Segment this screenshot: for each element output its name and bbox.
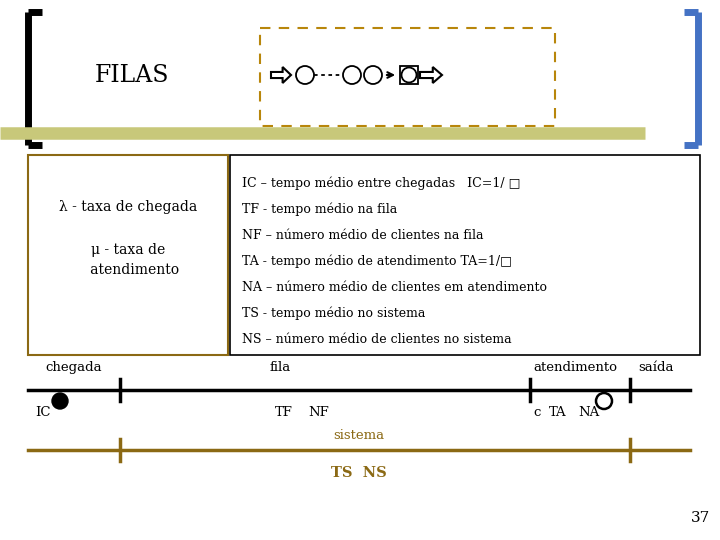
Circle shape: [52, 393, 68, 409]
Text: IC: IC: [35, 406, 50, 419]
Text: TF: TF: [275, 406, 293, 419]
Bar: [400, 66, 418, 84]
Text: c: c: [533, 406, 541, 419]
Polygon shape: [271, 67, 291, 83]
Text: NF: NF: [308, 406, 329, 419]
Text: TF - tempo médio na fila: TF - tempo médio na fila: [242, 203, 397, 217]
Text: 37: 37: [690, 511, 710, 525]
Circle shape: [596, 393, 612, 409]
Text: NF – número médio de clientes na fila: NF – número médio de clientes na fila: [242, 229, 484, 242]
Text: saída: saída: [638, 361, 673, 374]
Polygon shape: [420, 67, 442, 83]
Text: λ - taxa de chegada: λ - taxa de chegada: [59, 200, 197, 214]
Text: sistema: sistema: [333, 429, 384, 442]
Text: μ - taxa de
   atendimento: μ - taxa de atendimento: [77, 242, 179, 278]
Text: TA - tempo médio de atendimento TA=1/□: TA - tempo médio de atendimento TA=1/□: [242, 255, 512, 268]
Bar: [230, 155, 700, 355]
Text: TS  NS: TS NS: [331, 466, 387, 480]
Text: fila: fila: [270, 361, 292, 374]
Text: TS - tempo médio no sistema: TS - tempo médio no sistema: [242, 307, 426, 321]
Text: NA – número médio de clientes em atendimento: NA – número médio de clientes em atendim…: [242, 281, 547, 294]
Circle shape: [364, 66, 382, 84]
Text: atendimento: atendimento: [533, 361, 617, 374]
Text: IC – tempo médio entre chegadas   IC=1/ □: IC – tempo médio entre chegadas IC=1/ □: [242, 177, 521, 191]
Circle shape: [402, 68, 416, 83]
Text: TA: TA: [549, 406, 567, 419]
Text: NS – número médio de clientes no sistema: NS – número médio de clientes no sistema: [242, 333, 512, 346]
Text: FILAS: FILAS: [95, 64, 169, 86]
Text: NA: NA: [578, 406, 599, 419]
Circle shape: [343, 66, 361, 84]
Circle shape: [296, 66, 314, 84]
Bar: [28, 155, 228, 355]
Text: chegada: chegada: [45, 361, 102, 374]
